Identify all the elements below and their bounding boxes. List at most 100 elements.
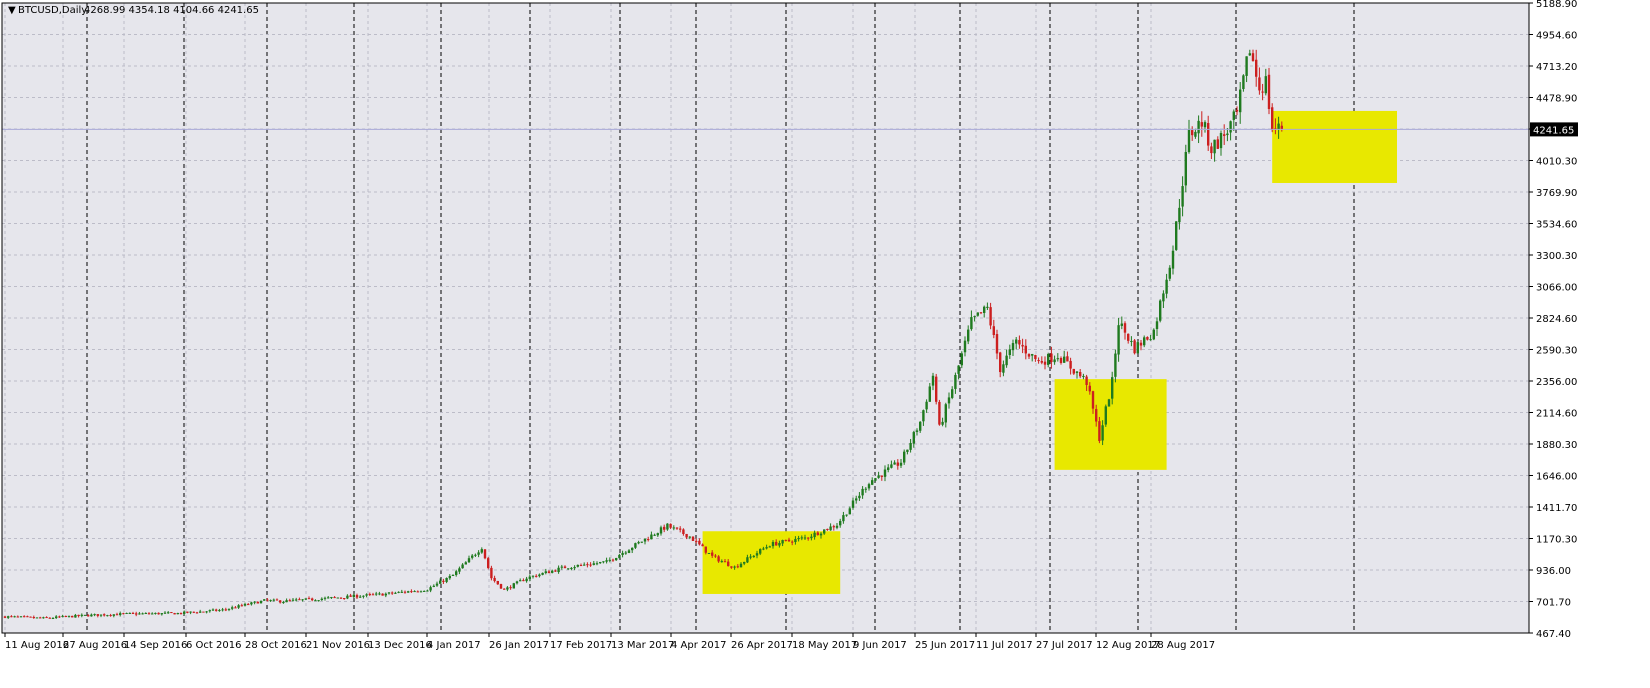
candle-body [419, 591, 423, 593]
candle-body [874, 478, 877, 481]
candle-body [259, 600, 263, 604]
candle-body [906, 449, 909, 452]
candle-body [1008, 349, 1011, 355]
candle [1219, 130, 1223, 156]
candle-body [544, 571, 547, 574]
candle [458, 566, 461, 575]
candle-body [771, 542, 775, 547]
candle [141, 612, 144, 615]
candle-body [426, 590, 429, 592]
candle-body [13, 616, 16, 618]
candle [1082, 373, 1085, 380]
candle-body [787, 539, 791, 542]
candle [1130, 336, 1133, 347]
candle-body [743, 561, 746, 564]
candle [227, 608, 231, 612]
candle-body [493, 577, 496, 582]
candle-body [407, 591, 410, 593]
candle [250, 601, 253, 606]
candle-body [1152, 329, 1155, 340]
candle-body [525, 578, 528, 582]
candle [26, 615, 29, 618]
candle-body [480, 549, 483, 553]
candle [800, 535, 803, 541]
symbol-dropdown-icon[interactable]: ▼ [8, 5, 16, 16]
candle-body [509, 587, 512, 589]
candle [23, 615, 26, 618]
candle-body [282, 602, 285, 604]
candle-body [503, 588, 506, 590]
candle [503, 588, 506, 590]
candle [1245, 56, 1248, 83]
candle [423, 590, 426, 592]
candle [202, 611, 205, 613]
candle-body [781, 540, 784, 544]
candle [352, 593, 355, 598]
candle-body [205, 611, 208, 613]
candle [464, 561, 467, 565]
candle [1072, 368, 1075, 375]
candle-body [135, 613, 138, 615]
candle [579, 563, 583, 567]
candle [378, 591, 381, 596]
candle [189, 611, 192, 615]
x-tick-label: 6 Oct 2016 [186, 640, 241, 651]
candle-body [483, 549, 487, 559]
candle-body [1181, 186, 1184, 207]
candle [471, 553, 474, 560]
candle [695, 538, 698, 544]
candle [1232, 109, 1235, 131]
candle-body [416, 591, 419, 593]
candle-body [679, 528, 682, 530]
candle-body [615, 558, 618, 561]
candle [794, 536, 797, 545]
candle [1027, 353, 1031, 359]
candle-body [39, 617, 42, 619]
candle-body [666, 523, 669, 530]
candle-body [1133, 340, 1136, 354]
candle-body [880, 475, 883, 477]
candle-body [954, 374, 957, 389]
candle [986, 302, 989, 310]
candle [1251, 49, 1255, 62]
candle-body [32, 617, 35, 619]
candle [192, 611, 195, 614]
candle [1235, 106, 1239, 116]
candle [989, 302, 992, 330]
candle [512, 582, 515, 589]
candle [739, 562, 743, 568]
candle-body [80, 614, 83, 616]
x-tick-label: 26 Jan 2017 [489, 640, 549, 651]
candle-body [429, 587, 432, 591]
candle [365, 593, 368, 598]
candle [1031, 353, 1034, 362]
candle-body [1191, 130, 1194, 136]
candle [995, 329, 999, 360]
candle [1091, 390, 1095, 414]
candle [631, 547, 634, 554]
candle [1194, 128, 1197, 139]
candle-body [1024, 345, 1027, 354]
candle [720, 559, 723, 563]
candle [845, 514, 848, 517]
candle [816, 531, 819, 536]
candle [560, 564, 563, 570]
y-tick-label: 2114.60 [1536, 409, 1577, 420]
candle-body [925, 401, 928, 410]
candle-body [1274, 128, 1277, 130]
candle-body [1203, 122, 1207, 128]
candle [797, 535, 800, 542]
candle-body [317, 600, 320, 602]
candle-body [819, 533, 823, 536]
candle-body [944, 404, 947, 423]
candle [951, 386, 954, 400]
candle-body [157, 612, 160, 615]
candle [173, 612, 176, 615]
candle [51, 617, 55, 620]
candle-body [720, 561, 723, 563]
candle [791, 540, 794, 546]
candle-body [1072, 368, 1075, 374]
candle-body [583, 564, 586, 566]
candle-body [755, 553, 759, 556]
candle [333, 596, 336, 599]
